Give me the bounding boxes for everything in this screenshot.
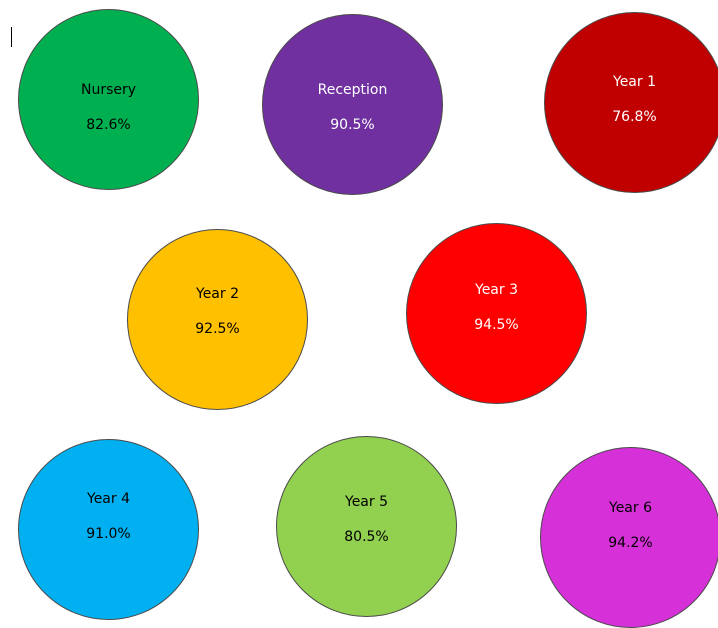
circle-label: Year 5 (345, 494, 388, 510)
circle-label: Year 4 (87, 491, 130, 507)
circle-year-3: Year 3 94.5% (406, 223, 587, 404)
circle-label: Year 2 (196, 286, 239, 302)
circle-value: 82.6% (86, 117, 131, 133)
circle-year-2: Year 2 92.5% (127, 229, 308, 410)
circle-year-5: Year 5 80.5% (276, 436, 457, 617)
text-cursor (11, 27, 12, 47)
circle-value: 76.8% (612, 109, 657, 125)
circle-year-6: Year 6 94.2% (540, 447, 718, 628)
circle-value: 94.5% (474, 317, 519, 333)
circle-label: Year 6 (609, 500, 652, 516)
circle-label: Reception (317, 82, 388, 98)
circle-label: Nursery (80, 82, 137, 98)
circle-reception: Reception 90.5% (262, 14, 443, 195)
circle-year-1: Year 1 76.8% (544, 12, 718, 193)
circle-nursery: Nursery 82.6% (18, 9, 199, 190)
circle-value: 80.5% (344, 529, 389, 545)
circle-label: Year 3 (475, 282, 518, 298)
circle-value: 90.5% (330, 117, 375, 133)
circle-value: 94.2% (608, 535, 653, 551)
circle-value: 92.5% (195, 321, 240, 337)
circle-value: 91.0% (86, 526, 131, 542)
circle-label: Year 1 (613, 74, 656, 90)
circle-year-4: Year 4 91.0% (18, 439, 199, 620)
